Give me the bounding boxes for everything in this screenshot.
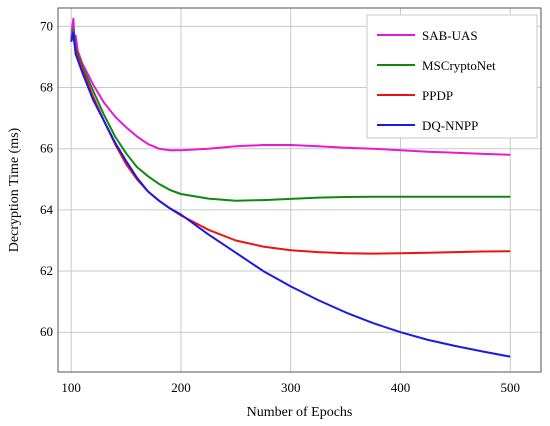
y-tick-label: 62: [40, 263, 53, 278]
series-line-3: [70, 31, 511, 358]
legend-items: SAB-UAS MSCryptoNet PPDP DQ-NNPP: [377, 28, 496, 133]
legend-label: MSCryptoNet: [422, 58, 496, 73]
plot-frame: [57, 7, 542, 373]
y-tick-label: 70: [40, 18, 53, 33]
x-tick-label: 300: [281, 380, 301, 395]
legend-label: SAB-UAS: [422, 28, 478, 43]
legend: SAB-UAS MSCryptoNet PPDP DQ-NNPP: [366, 14, 538, 139]
series-line-0: [70, 17, 511, 156]
y-axis-ticks: 60 62 64 66 68 70: [40, 18, 54, 339]
y-tick-label: 64: [40, 202, 54, 217]
x-tick-label: 500: [501, 380, 521, 395]
x-axis-ticks: 100 200 300 400 500: [61, 380, 520, 395]
y-tick-label: 66: [40, 141, 54, 156]
legend-label: PPDP: [422, 88, 453, 103]
y-axis-label: Decryption Time (ms): [7, 127, 22, 252]
legend-label: DQ-NNPP: [422, 118, 478, 133]
x-axis-label: Number of Epochs: [247, 405, 353, 420]
x-tick-label: 400: [391, 380, 411, 395]
plot-lines: [70, 17, 511, 358]
x-tick-label: 200: [171, 380, 191, 395]
series-line-1: [70, 28, 511, 202]
y-tick-label: 68: [40, 80, 53, 95]
x-tick-label: 100: [61, 380, 81, 395]
y-tick-label: 60: [40, 324, 53, 339]
